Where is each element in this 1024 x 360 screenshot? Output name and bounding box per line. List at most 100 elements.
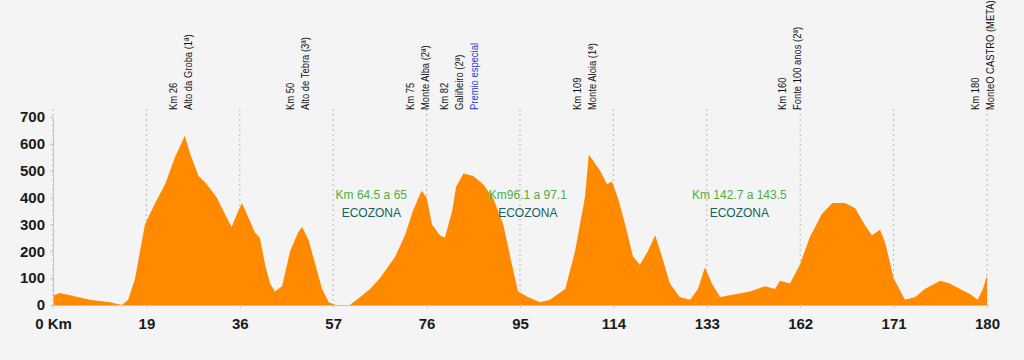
- climb-annotation: Km 82Galiñeiro (2ª)Premio especial: [437, 43, 480, 110]
- x-axis-tick: 133: [695, 305, 720, 332]
- climb-name: Alto da Groba (1ª): [181, 34, 194, 110]
- grid: [53, 109, 987, 305]
- x-axis-tick-mark: [613, 305, 614, 308]
- x-axis-tick-label: 180: [975, 315, 1000, 332]
- x-axis-tick-label: 0 Km: [35, 315, 72, 332]
- eco-zone-name: ECOZONA: [342, 206, 401, 220]
- grid-line-x: [53, 109, 54, 305]
- x-axis-tick-label: 57: [325, 315, 342, 332]
- climb-annotation: Km 26Alto da Groba (1ª): [166, 34, 194, 110]
- y-axis-tick: 600: [20, 135, 53, 152]
- chart-container: 0 Km 19 36 57 76 95 114 133 162 171 180 0 100 200 300 4…: [0, 0, 1024, 360]
- x-axis: 0 Km 19 36 57 76 95 114 133 162 171 180: [35, 305, 1000, 332]
- y-axis-tick-label: 700: [20, 108, 45, 125]
- y-axis-tick-label: 0: [37, 296, 45, 313]
- y-axis-line: [53, 118, 54, 306]
- x-axis-tick-label: 76: [419, 315, 436, 332]
- annotations: Km 26Alto da Groba (1ª) Km 50Alto de Tebr…: [166, 0, 996, 110]
- x-axis-tick-mark: [520, 305, 521, 308]
- x-axis-tick-label: 95: [512, 315, 529, 332]
- x-axis-tick-mark: [333, 305, 334, 308]
- y-axis-tick-label: 100: [20, 269, 45, 286]
- climb-name: Fonte 100 anos (2ª): [790, 27, 803, 110]
- eco-zone: Km 142.7 a 143.5 ECOZONA: [692, 188, 787, 220]
- x-axis-tick: 114: [602, 305, 627, 332]
- x-axis-tick-mark: [707, 305, 708, 308]
- x-axis-tick-mark: [987, 305, 988, 308]
- y-axis-tick: 100: [20, 269, 53, 286]
- x-axis-tick-label: 133: [695, 315, 720, 332]
- climb-km: Km 50: [283, 83, 296, 110]
- y-axis-tick-mark: [50, 144, 53, 145]
- x-axis-tick-mark: [894, 305, 895, 308]
- y-axis-tick-label: 500: [20, 162, 45, 179]
- x-axis-tick: 95: [512, 305, 529, 332]
- climb-km: Km 180: [968, 77, 981, 110]
- y-axis-tick: 0: [37, 296, 53, 313]
- x-axis-tick: 180: [975, 305, 1000, 332]
- climb-annotation: Km 50Alto de Tebra (3ª): [283, 37, 311, 110]
- climb-annotation: Km 160Fonte 100 anos (2ª): [775, 27, 803, 110]
- y-axis-tick-mark: [50, 117, 53, 118]
- eco-zone-name: ECOZONA: [710, 206, 769, 220]
- climb-km: Km 109: [570, 77, 583, 110]
- eco-zone-label: Km 142.7 a 143.5: [692, 188, 787, 202]
- chart-svg: 0 Km 19 36 57 76 95 114 133 162 171 180 0 100 200 300 4…: [0, 0, 1024, 360]
- climb-km: Km 75: [403, 83, 416, 110]
- x-axis-tick: 57: [325, 305, 342, 332]
- y-axis: 0 100 200 300 400 500 600 700: [20, 108, 54, 313]
- x-axis-tick-mark: [240, 305, 241, 308]
- x-axis-tick-label: 162: [788, 315, 813, 332]
- y-axis-tick-mark: [50, 198, 53, 199]
- eco-zone-name: ECOZONA: [498, 206, 557, 220]
- climb-km: Km 26: [166, 83, 179, 110]
- y-axis-tick-label: 400: [20, 189, 45, 206]
- x-axis-tick-label: 19: [139, 315, 156, 332]
- climb-name: Alto de Tebra (3ª): [298, 37, 311, 110]
- climb-km: Km 82: [437, 83, 450, 110]
- x-axis-tick-mark: [146, 305, 147, 308]
- climb-name: Monte Aloia (1ª): [585, 43, 598, 110]
- background: [0, 0, 1024, 360]
- climb-annotation: Km 109Monte Aloia (1ª): [570, 43, 598, 110]
- climb-annotation: Km 75Monte Alba (2ª): [403, 45, 431, 110]
- y-axis-tick-mark: [50, 278, 53, 279]
- y-axis-tick: 200: [20, 243, 53, 260]
- y-axis-tick: 700: [20, 108, 53, 125]
- eco-zone-label: Km 64.5 a 65: [336, 188, 408, 202]
- x-axis-tick-mark: [427, 305, 428, 308]
- y-axis-tick-label: 200: [20, 243, 45, 260]
- elevation-area: [53, 136, 987, 305]
- climb-note: Premio especial: [467, 43, 480, 110]
- eco-zones: Km 64.5 a 65ECOZONAKm96.1 a 97.1ECOZONAK…: [336, 188, 787, 220]
- x-axis-tick-label: 36: [232, 315, 249, 332]
- x-axis-tick-label: 171: [882, 315, 907, 332]
- y-axis-tick: 300: [20, 216, 53, 233]
- y-axis-tick-mark: [50, 171, 53, 172]
- climb-name: MonteO CASTRO (META): [983, 0, 996, 110]
- climb-name: Monte Alba (2ª): [418, 45, 431, 110]
- x-axis-tick-mark: [800, 305, 801, 308]
- y-axis-tick-mark: [50, 224, 53, 225]
- y-axis-tick-label: 300: [20, 216, 45, 233]
- y-axis-tick: 400: [20, 189, 53, 206]
- climb-annotation: Km 180MonteO CASTRO (META): [968, 0, 996, 110]
- grid-line-x: [333, 109, 334, 305]
- y-axis-tick: 500: [20, 162, 53, 179]
- grid-line-x: [893, 109, 894, 305]
- x-axis-tick-label: 114: [602, 315, 627, 332]
- y-axis-tick-mark: [50, 251, 53, 252]
- plot-area: [53, 136, 987, 305]
- eco-zone: Km96.1 a 97.1 ECOZONA: [489, 188, 567, 220]
- y-axis-tick-label: 600: [20, 135, 45, 152]
- x-axis-tick: 162: [788, 305, 813, 332]
- eco-zone: Km 64.5 a 65 ECOZONA: [336, 188, 408, 220]
- x-axis-tick: 19: [139, 305, 156, 332]
- x-axis-tick: 76: [419, 305, 436, 332]
- x-axis-tick: 36: [232, 305, 249, 332]
- y-axis-tick-mark: [50, 305, 53, 306]
- eco-zone-label: Km96.1 a 97.1: [489, 188, 567, 202]
- x-axis-tick: 171: [882, 305, 907, 332]
- climb-name: Galiñeiro (2ª): [452, 55, 465, 110]
- climb-km: Km 160: [775, 77, 788, 110]
